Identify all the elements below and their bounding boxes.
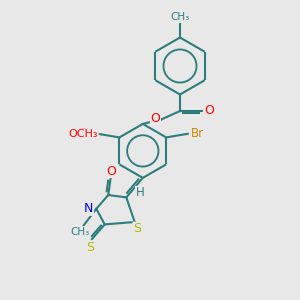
Text: H: H [135, 186, 144, 200]
Text: CH₃: CH₃ [70, 227, 90, 237]
Text: O: O [204, 104, 214, 118]
Text: S: S [133, 222, 141, 235]
Text: S: S [86, 241, 94, 254]
Text: N: N [84, 202, 94, 215]
Text: CH₃: CH₃ [170, 12, 190, 22]
Text: OCH₃: OCH₃ [69, 129, 98, 139]
Text: Br: Br [191, 127, 204, 140]
Text: O: O [106, 164, 116, 178]
Text: O: O [79, 127, 88, 140]
Text: O: O [151, 112, 160, 125]
